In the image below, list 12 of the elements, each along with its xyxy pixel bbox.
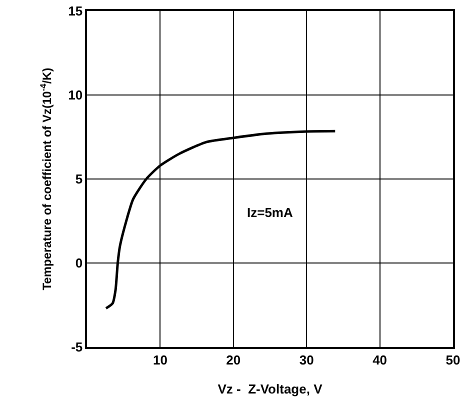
y-tick-label: 15 bbox=[68, 4, 83, 19]
x-axis-title: Vz - Z-Voltage, V bbox=[218, 381, 323, 396]
x-tick-label: 20 bbox=[226, 352, 241, 368]
y-tick-label: 0 bbox=[75, 256, 83, 271]
y-tick-label: -5 bbox=[71, 340, 83, 355]
x-tick-label: 10 bbox=[152, 352, 168, 368]
y-tick-label: 10 bbox=[68, 88, 83, 103]
y-tick-label: 5 bbox=[75, 172, 83, 187]
x-tick-label: 40 bbox=[372, 352, 388, 368]
annotation: Iz=5mA bbox=[247, 205, 294, 220]
x-tick-label: 50 bbox=[446, 352, 460, 368]
x-tick-label: 30 bbox=[299, 352, 314, 368]
